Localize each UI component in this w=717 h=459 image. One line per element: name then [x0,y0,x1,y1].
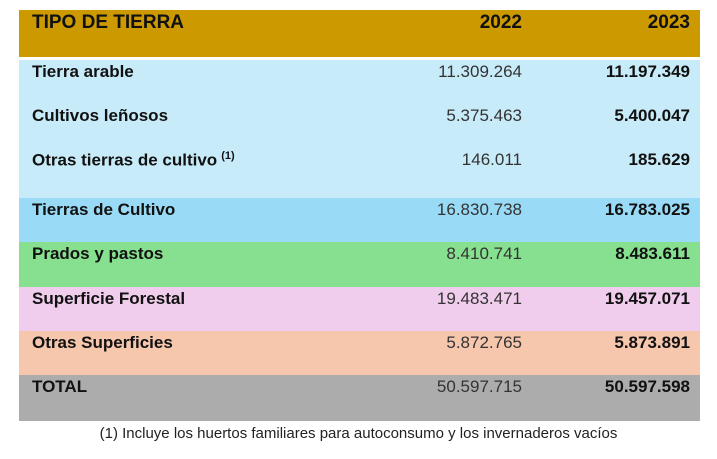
value-2022: 16.830.738 [436,200,522,219]
row-label: Cultivos leñosos [32,106,169,125]
row-label: TOTAL [32,377,88,396]
value-2022: 11.309.264 [438,62,522,81]
row-label: Tierras de Cultivo [32,200,176,219]
value-2023: 16.783.025 [604,200,690,219]
table-row: Prados y pastos 8.410.741 8.483.611 [19,242,700,287]
row-label: Otras Superficies [32,333,173,352]
value-2022: 19.483.471 [436,289,522,308]
header-type: TIPO DE TIERRA [32,12,185,33]
table-row: Cultivos leñosos 5.375.463 5.400.047 [19,104,700,148]
value-2023: 19.457.071 [604,289,690,308]
row-label: Otras tierras de cultivo (1) [32,150,235,171]
value-2023: 5.400.047 [614,106,690,125]
value-2023: 50.597.598 [604,377,690,396]
value-2022: 50.597.715 [436,377,522,396]
row-label-text: Otras tierras de cultivo [32,150,218,170]
table-row: Otras tierras de cultivo (1) 146.011 185.… [19,148,700,198]
table-row: Superficie Forestal 19.483.471 19.457.07… [19,287,700,331]
table-header: TIPO DE TIERRA 2022 2023 [19,10,700,57]
value-2023: 185.629 [628,150,690,169]
header-2022: 2022 [479,12,522,33]
footnote-marker: (1) [221,150,235,162]
row-label: Prados y pastos [32,244,164,263]
land-type-table: TIPO DE TIERRA 2022 2023 Tierra arable 1… [19,10,700,421]
value-2023: 8.483.611 [615,244,690,263]
table-row: Otras Superficies 5.872.765 5.873.891 [19,331,700,375]
value-2023: 11.197.349 [605,62,690,81]
value-2022: 8.410.741 [446,244,522,263]
value-2023: 5.873.891 [614,333,690,352]
value-2022: 5.375.463 [446,106,522,125]
table-row: Tierra arable 11.309.264 11.197.349 [19,60,700,104]
value-2022: 146.011 [461,150,522,169]
value-2022: 5.872.765 [446,333,522,352]
total-row: TOTAL 50.597.715 50.597.598 [19,375,700,421]
footnote: (1) Incluye los huertos familiares para … [99,425,618,442]
row-label: Tierra arable [32,62,134,81]
header-2023: 2023 [647,12,690,33]
table-row: Tierras de Cultivo 16.830.738 16.783.025 [19,198,700,242]
row-label: Superficie Forestal [32,289,186,308]
